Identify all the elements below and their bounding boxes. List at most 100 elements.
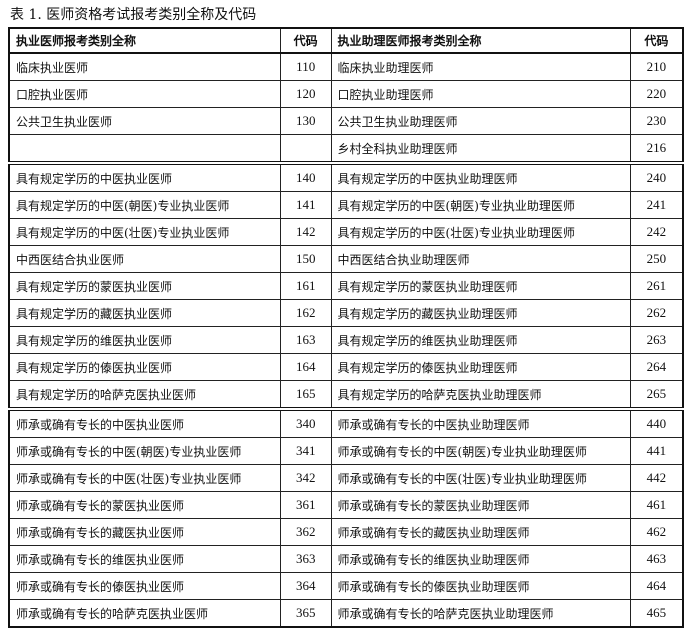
assistant-category-cell: 师承或确有专长的哈萨克医执业助理医师 [330, 599, 631, 628]
physician-category-cell: 具有规定学历的维医执业医师 [8, 326, 281, 354]
physician-code-cell: 364 [279, 572, 332, 600]
assistant-code-cell: 440 [629, 407, 684, 438]
table-row: 具有规定学历的蒙医执业医师 161 具有规定学历的蒙医执业助理医师 261 [8, 272, 684, 300]
header-assistant-code: 代码 [629, 27, 684, 54]
physician-category-cell: 师承或确有专长的蒙医执业医师 [8, 491, 281, 519]
header-assistant-category: 执业助理医师报考类别全称 [330, 27, 631, 54]
physician-category-cell: 公共卫生执业医师 [8, 107, 281, 135]
physician-code-cell: 110 [279, 52, 332, 81]
table-row: 师承或确有专长的中医(朝医)专业执业医师 341 师承或确有专长的中医(朝医)专业执… [8, 437, 684, 465]
assistant-category-cell: 中西医结合执业助理医师 [330, 245, 631, 273]
assistant-code-cell: 263 [629, 326, 684, 354]
physician-code-cell: 140 [279, 161, 332, 192]
assistant-code-cell: 441 [629, 437, 684, 465]
assistant-category-cell: 口腔执业助理医师 [330, 80, 631, 108]
assistant-category-cell: 具有规定学历的维医执业助理医师 [330, 326, 631, 354]
assistant-category-cell: 具有规定学历的哈萨克医执业助理医师 [330, 380, 631, 410]
table-caption: 表 1. 医师资格考试报考类别全称及代码 [10, 7, 257, 23]
physician-code-cell: 130 [279, 107, 332, 135]
table-row: 临床执业医师 110 临床执业助理医师 210 [8, 52, 684, 81]
table-row: 师承或确有专长的维医执业医师 363 师承或确有专长的维医执业助理医师 463 [8, 545, 684, 573]
assistant-category-cell: 具有规定学历的中医执业助理医师 [330, 161, 631, 192]
physician-code-cell: 340 [279, 407, 332, 438]
assistant-category-cell: 师承或确有专长的藏医执业助理医师 [330, 518, 631, 546]
physician-code-cell: 342 [279, 464, 332, 492]
assistant-code-cell: 241 [629, 191, 684, 219]
physician-code-cell: 363 [279, 545, 332, 573]
physician-category-cell: 师承或确有专长的中医(壮医)专业执业医师 [8, 464, 281, 492]
assistant-category-cell: 师承或确有专长的蒙医执业助理医师 [330, 491, 631, 519]
table-row: 师承或确有专长的蒙医执业医师 361 师承或确有专长的蒙医执业助理医师 461 [8, 491, 684, 519]
table-row: 中西医结合执业医师 150 中西医结合执业助理医师 250 [8, 245, 684, 273]
physician-code-cell: 341 [279, 437, 332, 465]
table-row: 师承或确有专长的中医(壮医)专业执业医师 342 师承或确有专长的中医(壮医)专业执… [8, 464, 684, 492]
physician-category-cell: 师承或确有专长的维医执业医师 [8, 545, 281, 573]
assistant-code-cell: 216 [629, 134, 684, 164]
physician-code-cell: 361 [279, 491, 332, 519]
physician-category-cell: 具有规定学历的蒙医执业医师 [8, 272, 281, 300]
physician-category-cell: 具有规定学历的傣医执业医师 [8, 353, 281, 381]
table-row: 师承或确有专长的中医执业医师 340 师承或确有专长的中医执业助理医师 440 [8, 407, 684, 438]
table-header-row: 执业医师报考类别全称 代码 执业助理医师报考类别全称 代码 [8, 27, 684, 54]
assistant-code-cell: 464 [629, 572, 684, 600]
assistant-code-cell: 250 [629, 245, 684, 273]
physician-category-cell: 临床执业医师 [8, 52, 281, 81]
physician-code-cell: 141 [279, 191, 332, 219]
physician-code-cell: 150 [279, 245, 332, 273]
assistant-code-cell: 442 [629, 464, 684, 492]
table-row: 具有规定学历的中医(朝医)专业执业医师 141 具有规定学历的中医(朝医)专业执业助… [8, 191, 684, 219]
physician-category-cell: 师承或确有专长的中医(朝医)专业执业医师 [8, 437, 281, 465]
assistant-code-cell: 261 [629, 272, 684, 300]
assistant-category-cell: 具有规定学历的藏医执业助理医师 [330, 299, 631, 327]
header-physician-code: 代码 [279, 27, 332, 54]
physician-code-cell: 142 [279, 218, 332, 246]
assistant-category-cell: 师承或确有专长的中医(朝医)专业执业助理医师 [330, 437, 631, 465]
assistant-code-cell: 463 [629, 545, 684, 573]
table-row: 具有规定学历的维医执业医师 163 具有规定学历的维医执业助理医师 263 [8, 326, 684, 354]
physician-code-cell: 362 [279, 518, 332, 546]
physician-category-cell: 中西医结合执业医师 [8, 245, 281, 273]
assistant-category-cell: 临床执业助理医师 [330, 52, 631, 81]
assistant-code-cell: 265 [629, 380, 684, 410]
physician-category-cell: 师承或确有专长的藏医执业医师 [8, 518, 281, 546]
assistant-category-cell: 乡村全科执业助理医师 [330, 134, 631, 164]
assistant-category-cell: 师承或确有专长的维医执业助理医师 [330, 545, 631, 573]
physician-category-cell: 师承或确有专长的中医执业医师 [8, 407, 281, 438]
assistant-code-cell: 462 [629, 518, 684, 546]
physician-category-cell: 师承或确有专长的傣医执业医师 [8, 572, 281, 600]
assistant-category-cell: 具有规定学历的蒙医执业助理医师 [330, 272, 631, 300]
physician-category-cell: 具有规定学历的中医执业医师 [8, 161, 281, 192]
physician-category-cell: 具有规定学历的中医(朝医)专业执业医师 [8, 191, 281, 219]
table-row: 师承或确有专长的傣医执业医师 364 师承或确有专长的傣医执业助理医师 464 [8, 572, 684, 600]
assistant-category-cell: 具有规定学历的中医(壮医)专业执业助理医师 [330, 218, 631, 246]
table-row: 具有规定学历的哈萨克医执业医师 165 具有规定学历的哈萨克医执业助理医师 265 [8, 380, 684, 410]
assistant-code-cell: 210 [629, 52, 684, 81]
physician-code-cell: 164 [279, 353, 332, 381]
table-row: 乡村全科执业助理医师 216 [8, 134, 684, 164]
physician-code-cell: 165 [279, 380, 332, 410]
assistant-code-cell: 264 [629, 353, 684, 381]
assistant-category-cell: 具有规定学历的中医(朝医)专业执业助理医师 [330, 191, 631, 219]
table-row: 具有规定学历的中医执业医师 140 具有规定学历的中医执业助理医师 240 [8, 161, 684, 192]
table-row: 师承或确有专长的藏医执业医师 362 师承或确有专长的藏医执业助理医师 462 [8, 518, 684, 546]
physician-code-cell: 365 [279, 599, 332, 628]
table-row: 具有规定学历的傣医执业医师 164 具有规定学历的傣医执业助理医师 264 [8, 353, 684, 381]
exam-category-table: 执业医师报考类别全称 代码 执业助理医师报考类别全称 代码 临床执业医师 110 临… [8, 27, 684, 628]
assistant-code-cell: 461 [629, 491, 684, 519]
assistant-category-cell: 公共卫生执业助理医师 [330, 107, 631, 135]
assistant-code-cell: 230 [629, 107, 684, 135]
physician-category-cell: 口腔执业医师 [8, 80, 281, 108]
physician-category-cell [8, 134, 281, 164]
assistant-category-cell: 师承或确有专长的中医执业助理医师 [330, 407, 631, 438]
assistant-code-cell: 240 [629, 161, 684, 192]
physician-code-cell [279, 134, 332, 164]
table-row: 公共卫生执业医师 130 公共卫生执业助理医师 230 [8, 107, 684, 135]
physician-code-cell: 163 [279, 326, 332, 354]
assistant-category-cell: 具有规定学历的傣医执业助理医师 [330, 353, 631, 381]
assistant-code-cell: 220 [629, 80, 684, 108]
assistant-code-cell: 262 [629, 299, 684, 327]
table-row: 具有规定学历的中医(壮医)专业执业医师 142 具有规定学历的中医(壮医)专业执业助… [8, 218, 684, 246]
physician-code-cell: 161 [279, 272, 332, 300]
physician-code-cell: 162 [279, 299, 332, 327]
physician-category-cell: 具有规定学历的中医(壮医)专业执业医师 [8, 218, 281, 246]
